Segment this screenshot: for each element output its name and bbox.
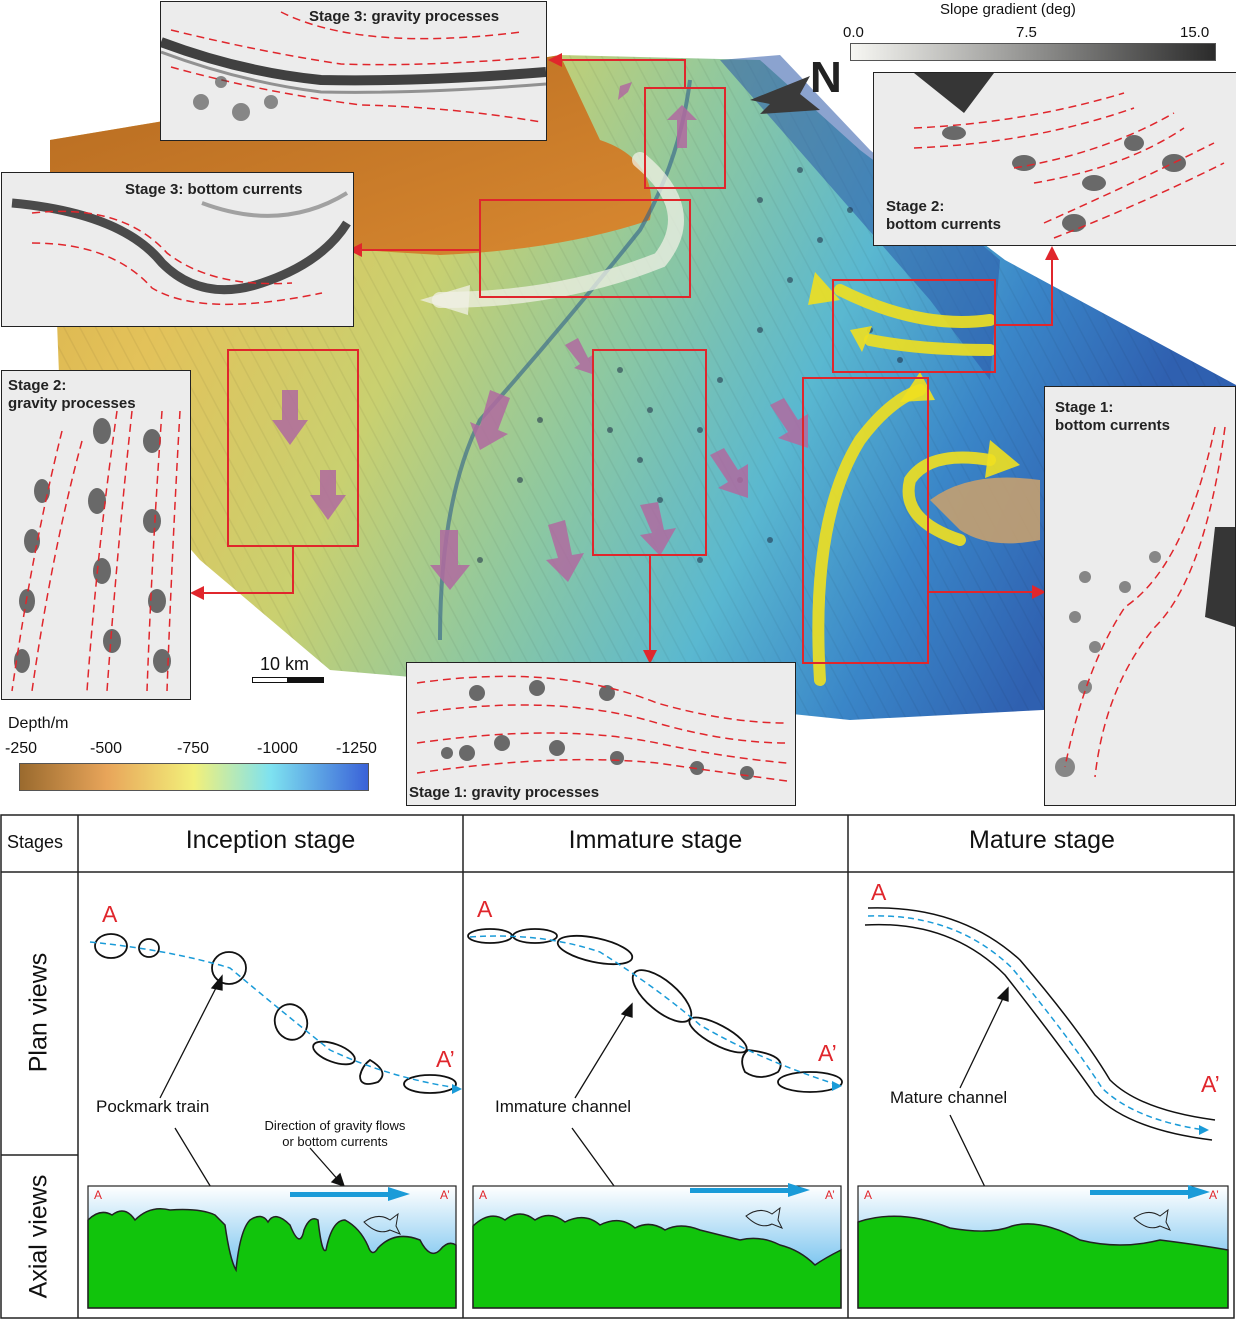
mature-a-prime: A’ [1201, 1071, 1220, 1097]
axial-mature-a: A [864, 1188, 873, 1202]
label-immature-channel: Immature channel [495, 1097, 632, 1116]
inset-stage1-gravity: Stage 1: gravity processes [406, 662, 796, 806]
label-flow-direction: Direction of gravity flows or bottom cur… [264, 1118, 406, 1149]
depth-tick-3: -1000 [257, 740, 298, 757]
depth-legend: Depth/m -250 -500 -750 -1000 -1250 [5, 713, 395, 795]
depth-tick-0: -250 [5, 740, 38, 757]
axial-inception-a: A [94, 1188, 103, 1202]
fish-icon [363, 1206, 1172, 1235]
row-label-axial: Axial views [24, 1174, 53, 1299]
title-immature: Immature stage [568, 826, 743, 854]
depth-tick-2: -750 [177, 740, 210, 757]
slope-legend-tick-2: 15.0 [1180, 24, 1210, 41]
scale-bar: 10 km [252, 654, 327, 684]
inception-a-prime: A’ [436, 1046, 455, 1072]
axial-immature-a: A [479, 1188, 488, 1202]
mature-a: A [871, 879, 887, 905]
title-inception: Inception stage [185, 826, 356, 854]
axial-immature-floor [472, 1213, 842, 1309]
slope-legend-title: Slope gradient (deg) [940, 1, 1076, 18]
inset-stage2-bottom-label: Stage 2: bottom currents [886, 198, 1002, 233]
slope-legend-tick-1: 7.5 [1016, 24, 1037, 41]
slope-legend: Slope gradient (deg) 0.0 7.5 15.0 [843, 0, 1220, 66]
inset-stage3-gravity-label: Stage 3: gravity processes [309, 8, 500, 25]
inset-stage1-bottom-label: Stage 1: bottom currents [1055, 399, 1171, 434]
plan-inception [94, 933, 457, 1094]
slope-legend-tick-0: 0.0 [843, 24, 864, 41]
label-mature-channel: Mature channel [890, 1088, 1008, 1107]
title-mature: Mature stage [969, 826, 1115, 854]
inset-stage3-bottom-label: Stage 3: bottom currents [122, 181, 306, 199]
immature-a-prime: A’ [818, 1040, 837, 1066]
inset-stage2-bottom: Stage 2: bottom currents [873, 72, 1236, 246]
inset-stage2-gravity-label: Stage 2: gravity processes [8, 377, 136, 412]
inset-stage1-gravity-label: Stage 1: gravity processes [409, 784, 600, 801]
slope-legend-bar [850, 43, 1216, 61]
depth-tick-1: -500 [90, 740, 123, 757]
inset-stage3-gravity: Stage 3: gravity processes [160, 1, 547, 141]
immature-a: A [477, 896, 493, 922]
plan-immature [467, 928, 843, 1093]
plan-mature [864, 907, 1216, 1141]
label-pockmark-train: Pockmark train [96, 1097, 210, 1116]
inset-stage2-gravity: Stage 2: gravity processes [1, 370, 191, 700]
inset-stage3-bottom: Stage 3: bottom currents [1, 172, 354, 327]
stages-table [0, 814, 1235, 1319]
row-label-plan: Plan views [24, 952, 53, 1073]
axial-inception-a-prime: A’ [440, 1188, 450, 1202]
north-label: N [810, 53, 842, 102]
depth-legend-bar [19, 763, 369, 791]
axial-mature-floor [857, 1215, 1229, 1309]
scale-bar-label: 10 km [260, 654, 310, 674]
depth-tick-4: -1250 [336, 740, 377, 757]
inset-stage1-bottom: Stage 1: bottom currents [1044, 386, 1236, 806]
axial-immature-a-prime: A’ [825, 1188, 835, 1202]
depth-legend-title: Depth/m [8, 715, 69, 732]
axial-mature-a-prime: A’ [1209, 1188, 1219, 1202]
north-arrow [750, 76, 820, 114]
axial-inception-floor [87, 1208, 457, 1309]
stages-header: Stages [7, 832, 64, 852]
inception-a: A [102, 901, 118, 927]
